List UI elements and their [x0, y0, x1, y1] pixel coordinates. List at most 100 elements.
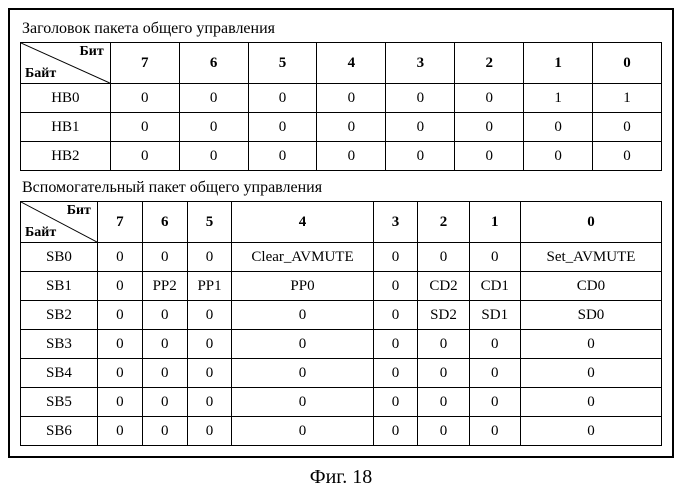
cell: CD0	[520, 272, 661, 301]
table-row: HB200000000	[21, 142, 662, 171]
column-header: 7	[97, 202, 142, 243]
table-row: HB000000011	[21, 84, 662, 113]
cell: 0	[179, 113, 248, 142]
cell: 0	[373, 417, 418, 446]
cell: 0	[520, 388, 661, 417]
corner-byte-label: Байт	[25, 225, 56, 241]
cell: PP2	[142, 272, 187, 301]
cell: 0	[187, 359, 232, 388]
row-label: HB2	[21, 142, 111, 171]
table-row: SB0000Clear_AVMUTE000Set_AVMUTE	[21, 243, 662, 272]
cell: 0	[110, 142, 179, 171]
column-header: 2	[455, 43, 524, 84]
cell: 0	[248, 84, 317, 113]
table-row: SB600000000	[21, 417, 662, 446]
cell: 0	[110, 113, 179, 142]
cell: 0	[97, 388, 142, 417]
cell: 0	[232, 359, 373, 388]
corner-bit-label: Бит	[80, 44, 104, 60]
cell: 0	[593, 142, 662, 171]
cell: 0	[386, 84, 455, 113]
figure-frame: Заголовок пакета общего управления Бит Б…	[8, 8, 674, 458]
cell: SD1	[469, 301, 520, 330]
column-header: 0	[593, 43, 662, 84]
cell: 0	[469, 243, 520, 272]
cell: 0	[187, 301, 232, 330]
cell: 0	[593, 113, 662, 142]
cell: 0	[455, 84, 524, 113]
row-label: SB1	[21, 272, 98, 301]
row-label: SB4	[21, 359, 98, 388]
figure-caption: Фиг. 18	[0, 466, 682, 489]
cell: 0	[97, 359, 142, 388]
table-row: HB100000000	[21, 113, 662, 142]
cell: 0	[317, 84, 386, 113]
table1-corner: Бит Байт	[21, 43, 111, 84]
cell: 0	[373, 359, 418, 388]
column-header: 5	[187, 202, 232, 243]
cell: 0	[97, 301, 142, 330]
cell: 0	[418, 417, 469, 446]
column-header: 7	[110, 43, 179, 84]
column-header: 1	[524, 43, 593, 84]
cell: 0	[232, 330, 373, 359]
cell: 0	[232, 417, 373, 446]
cell: 0	[469, 359, 520, 388]
cell: 0	[142, 359, 187, 388]
table2-title: Вспомогательный пакет общего управления	[22, 179, 662, 197]
cell: 0	[179, 142, 248, 171]
cell: 0	[418, 359, 469, 388]
column-header: 4	[232, 202, 373, 243]
cell: 0	[142, 417, 187, 446]
cell: 0	[179, 84, 248, 113]
cell: 0	[142, 243, 187, 272]
table-row: SB500000000	[21, 388, 662, 417]
corner-byte-label: Байт	[25, 66, 56, 82]
cell: 0	[110, 84, 179, 113]
cell: 0	[469, 388, 520, 417]
cell: 0	[373, 388, 418, 417]
row-label: SB3	[21, 330, 98, 359]
column-header: 5	[248, 43, 317, 84]
cell: PP0	[232, 272, 373, 301]
cell: Clear_AVMUTE	[232, 243, 373, 272]
table1: Бит Байт 76543210 HB000000011HB100000000…	[20, 42, 662, 171]
row-label: SB0	[21, 243, 98, 272]
cell: CD2	[418, 272, 469, 301]
column-header: 6	[179, 43, 248, 84]
cell: 0	[455, 113, 524, 142]
cell: 1	[524, 84, 593, 113]
cell: 0	[520, 417, 661, 446]
cell: 0	[418, 388, 469, 417]
cell: 0	[97, 417, 142, 446]
cell: 0	[386, 142, 455, 171]
cell: 0	[248, 113, 317, 142]
column-header: 1	[469, 202, 520, 243]
cell: 0	[187, 243, 232, 272]
cell: 0	[520, 330, 661, 359]
cell: 0	[455, 142, 524, 171]
cell: PP1	[187, 272, 232, 301]
cell: 0	[187, 330, 232, 359]
cell: 0	[524, 142, 593, 171]
column-header: 6	[142, 202, 187, 243]
table2: Бит Байт 76543210 SB0000Clear_AVMUTE000S…	[20, 201, 662, 446]
cell: 0	[386, 113, 455, 142]
cell: 0	[97, 243, 142, 272]
cell: 0	[469, 330, 520, 359]
cell: 0	[248, 142, 317, 171]
cell: Set_AVMUTE	[520, 243, 661, 272]
cell: 0	[373, 243, 418, 272]
cell: 0	[418, 330, 469, 359]
cell: 0	[524, 113, 593, 142]
table2-corner: Бит Байт	[21, 202, 98, 243]
cell: SD2	[418, 301, 469, 330]
table-row: SB200000SD2SD1SD0	[21, 301, 662, 330]
cell: 1	[593, 84, 662, 113]
table1-title: Заголовок пакета общего управления	[22, 20, 662, 38]
row-label: SB5	[21, 388, 98, 417]
cell: 0	[232, 301, 373, 330]
cell: 0	[142, 301, 187, 330]
row-label: SB6	[21, 417, 98, 446]
row-label: HB1	[21, 113, 111, 142]
